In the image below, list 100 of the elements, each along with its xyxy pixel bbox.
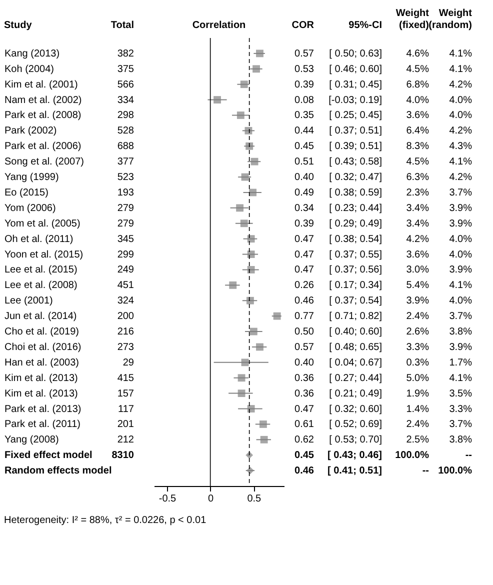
text: 3.9% xyxy=(449,264,472,276)
text: 377 xyxy=(117,156,134,168)
text: 4.0% xyxy=(449,249,472,260)
text: 100.0% xyxy=(395,450,430,462)
y-tick-label: Lee et al. (2015) xyxy=(4,264,78,276)
text: 3.8% xyxy=(449,326,472,338)
x-tick-label: 0 xyxy=(208,494,214,504)
text: Heterogeneity: I² = 88%, τ² = 0.0226, p < 0.01 xyxy=(4,515,207,526)
text: 8310 xyxy=(112,450,134,462)
text: 566 xyxy=(117,79,134,90)
text: 4.6% xyxy=(406,48,430,60)
y-tick-label: Han et al. (2003) xyxy=(4,357,79,368)
text: 0.45 [ 0.43; 0.46] xyxy=(294,450,382,462)
y-tick-label: Yom (2006) xyxy=(4,202,56,214)
text: 95%-CI xyxy=(348,20,382,31)
text: 0.36 [ 0.21; 0.49] xyxy=(294,388,382,400)
text: 0.50 [ 0.40; 0.60] xyxy=(294,326,382,338)
text: 3.6% xyxy=(406,249,430,260)
text: 451 xyxy=(117,280,134,292)
text: 688 xyxy=(117,141,134,152)
text: 0.57 [ 0.50; 0.63] xyxy=(294,48,382,60)
y-tick-label: Yang (1999) xyxy=(4,172,59,184)
text: 0.77 [ 0.71; 0.82] xyxy=(294,311,382,322)
text: 6.4% xyxy=(406,126,430,137)
text: Weight (fixed) xyxy=(396,8,430,31)
text: 4.2% xyxy=(449,79,472,90)
text: 0.62 [ 0.53; 0.70] xyxy=(294,434,382,446)
text: 1.4% xyxy=(406,404,430,415)
text: 117 xyxy=(118,404,134,415)
y-tick-label: Park (2002) xyxy=(4,126,57,137)
y-tick-label: Eo (2015) xyxy=(4,187,48,198)
text: 0.44 [ 0.37; 0.51] xyxy=(294,126,382,137)
text: 382 xyxy=(117,48,134,60)
text: 4.0% xyxy=(406,94,430,106)
text: 4.2% xyxy=(406,234,430,245)
text: 0.53 [ 0.46; 0.60] xyxy=(294,64,382,75)
text: 3.9% xyxy=(449,218,472,230)
text: 0.34 [ 0.23; 0.44] xyxy=(294,202,382,214)
text: 528 xyxy=(117,126,134,137)
text: 0.47 [ 0.32; 0.60] xyxy=(294,404,382,415)
x-tick-label: -0.5 xyxy=(158,494,177,504)
text: 2.4% xyxy=(406,311,430,322)
y-tick-label: Yom et al. (2005) xyxy=(4,218,80,230)
text: 3.0% xyxy=(406,264,430,276)
text: 2.6% xyxy=(406,326,430,338)
text: 212 xyxy=(117,434,134,446)
text: 0.26 [ 0.17; 0.34] xyxy=(294,280,382,292)
text: 299 xyxy=(117,249,134,260)
text: 4.0% xyxy=(449,296,472,307)
text: 193 xyxy=(117,187,134,198)
text: 523 xyxy=(117,172,134,184)
text: 4.1% xyxy=(449,48,472,60)
y-tick-label: Nam et al. (2002) xyxy=(4,94,82,106)
y-tick-label: Park et al. (2008) xyxy=(4,110,82,122)
text: 3.5% xyxy=(449,388,472,400)
text: 3.9% xyxy=(449,202,472,214)
text: 0.36 [ 0.27; 0.44] xyxy=(294,372,382,384)
text: 279 xyxy=(117,218,134,230)
text: 0.51 [ 0.43; 0.58] xyxy=(294,156,382,168)
text: 6.3% xyxy=(406,172,430,184)
text: 4.1% xyxy=(449,372,472,384)
text: 0.46 [ 0.41; 0.51] xyxy=(294,466,382,477)
text: 3.4% xyxy=(406,218,430,230)
text: 4.1% xyxy=(449,156,472,168)
y-tick-label: Koh (2004) xyxy=(4,64,54,75)
text: 0.39 [ 0.31; 0.45] xyxy=(294,79,382,90)
text: 324 xyxy=(117,296,134,307)
text: 3.3% xyxy=(449,404,472,415)
text: 1.7% xyxy=(449,357,472,368)
text: 201 xyxy=(117,419,134,430)
x-tick-label: 0.5 xyxy=(247,494,262,504)
text: 0.47 [ 0.38; 0.54] xyxy=(294,234,382,245)
text: 0.45 [ 0.39; 0.51] xyxy=(294,141,382,152)
text: 334 xyxy=(117,94,134,106)
y-axis-title: Study xyxy=(4,20,32,31)
text: 3.8% xyxy=(449,434,472,446)
text: 4.0% xyxy=(449,234,472,245)
text: 4.2% xyxy=(449,172,472,184)
text: 4.3% xyxy=(449,141,472,152)
y-tick-label: Park et al. (2013) xyxy=(4,404,82,415)
text: 5.4% xyxy=(406,280,430,292)
y-tick-label: Jun et al. (2014) xyxy=(4,311,77,322)
y-tick-label: Park et al. (2011) xyxy=(4,419,80,430)
y-tick-label: Yang (2008) xyxy=(4,434,59,446)
y-tick-label: Oh et al. (2011) xyxy=(4,234,74,245)
text: 0.49 [ 0.38; 0.59] xyxy=(294,187,382,198)
text: 0.08 [-0.03; 0.19] xyxy=(294,94,382,106)
text: 415 xyxy=(117,372,134,384)
y-tick-label: Lee (2001) xyxy=(4,296,53,307)
text: 6.8% xyxy=(406,79,430,90)
text: 345 xyxy=(117,234,134,245)
y-tick-label: Song et al. (2007) xyxy=(4,156,84,168)
text: 4.1% xyxy=(449,64,472,75)
text: 100.0% xyxy=(438,466,472,477)
y-tick-label: Kim et al. (2013) xyxy=(4,388,78,400)
y-tick-label: Lee et al. (2008) xyxy=(4,280,78,292)
text: 0.47 [ 0.37; 0.55] xyxy=(294,249,382,260)
text: 3.6% xyxy=(406,110,430,122)
y-tick-label: Random effects model xyxy=(4,466,112,477)
text: 375 xyxy=(117,64,134,75)
